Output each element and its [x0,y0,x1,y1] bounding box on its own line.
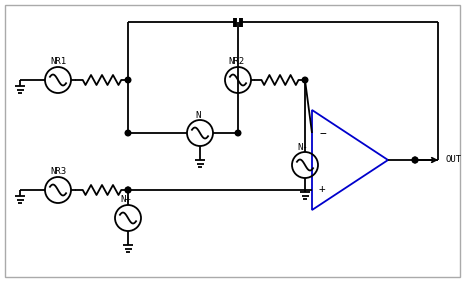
Text: +: + [319,184,326,194]
Text: NR2: NR2 [228,58,244,67]
Circle shape [125,77,131,83]
Text: N: N [195,111,201,120]
Circle shape [125,187,131,193]
Text: −: − [319,129,326,139]
Circle shape [235,130,241,136]
Text: N+: N+ [120,195,132,204]
Text: N-: N- [298,142,308,151]
Circle shape [125,130,131,136]
Circle shape [412,157,418,163]
Text: NR1: NR1 [50,58,66,67]
Circle shape [412,157,418,163]
Text: OUT: OUT [445,155,461,164]
Text: NR3: NR3 [50,168,66,177]
Circle shape [125,187,131,193]
Circle shape [302,77,308,83]
